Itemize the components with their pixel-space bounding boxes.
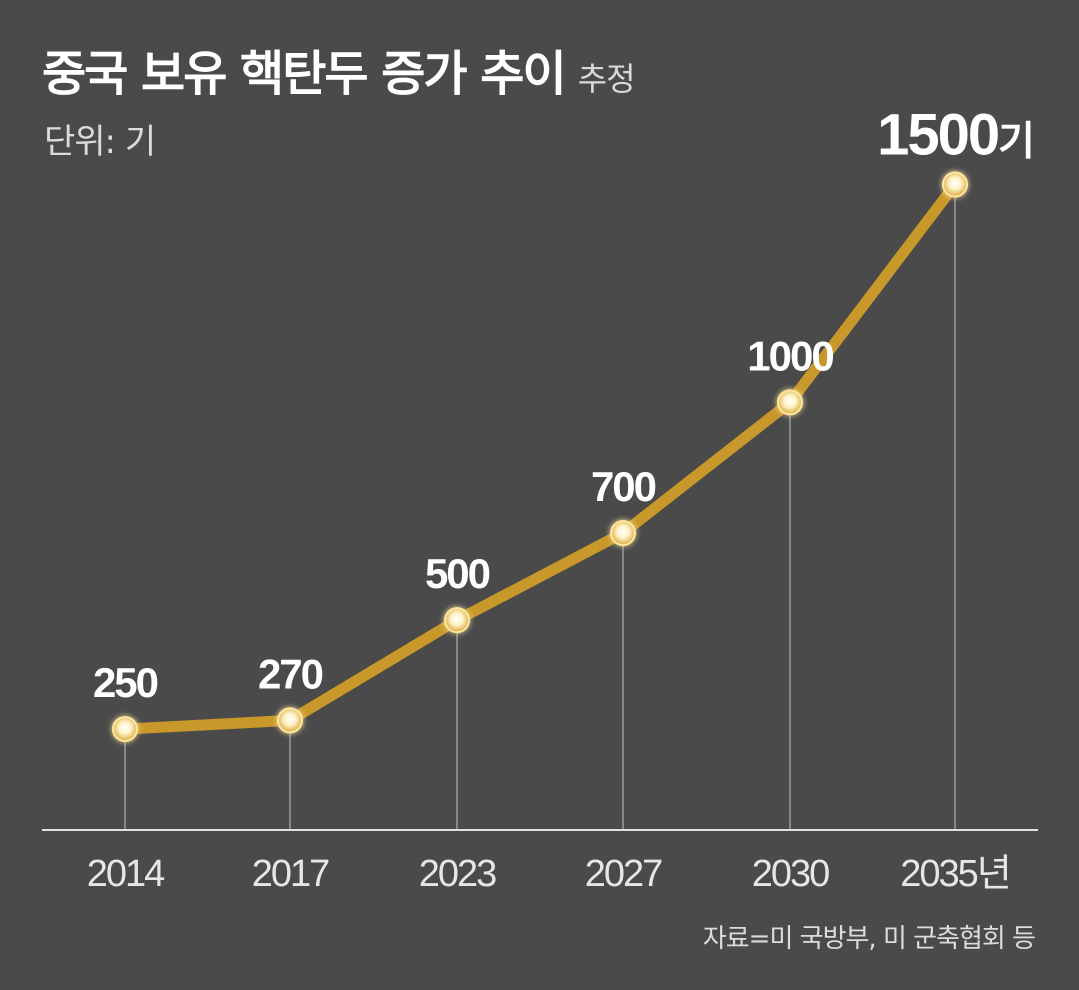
chart-title-row: 중국 보유 핵탄두 증가 추이 추정 bbox=[42, 34, 636, 104]
x-tick-label-2030: 2030 bbox=[752, 853, 829, 895]
x-tick-label-2035: 2035년 bbox=[900, 853, 1010, 895]
x-tick-label-2027: 2027 bbox=[585, 853, 662, 895]
data-point-2035 bbox=[942, 171, 968, 198]
guide-lines bbox=[124, 184, 956, 830]
data-point-2023 bbox=[444, 607, 470, 634]
series-line bbox=[119, 179, 961, 735]
data-point-2030 bbox=[777, 389, 803, 416]
data-labels-group: 250 270 500 700 1000 1500기 bbox=[93, 103, 1035, 707]
data-label-2017: 270 bbox=[258, 650, 323, 697]
unit-label: 단위: 기 bbox=[44, 122, 156, 162]
source-note: 자료=미 국방부, 미 군축협회 등 bbox=[702, 924, 1036, 954]
x-tick-label-2014: 2014 bbox=[87, 853, 165, 895]
data-label-2035: 1500기 bbox=[877, 103, 1033, 168]
data-label-2030: 1000 bbox=[747, 332, 833, 379]
chart-title: 중국 보유 핵탄두 증가 추이 bbox=[42, 46, 567, 102]
data-point-2014 bbox=[112, 716, 138, 743]
data-label-unit-suffix: 기 bbox=[998, 120, 1033, 164]
data-label-2014: 250 bbox=[93, 659, 158, 706]
data-label-2023: 500 bbox=[425, 550, 490, 597]
data-point-2017 bbox=[277, 707, 303, 734]
x-tick-label-2023: 2023 bbox=[419, 853, 496, 895]
data-label-2027: 700 bbox=[591, 463, 656, 510]
markers-group bbox=[112, 171, 968, 743]
x-tick-labels-group: 2014 2017 2023 2027 2030 2035년 bbox=[87, 853, 1012, 895]
series-line-group bbox=[119, 179, 961, 735]
chart-subtitle: 추정 bbox=[577, 60, 636, 98]
data-point-2027 bbox=[610, 520, 636, 547]
x-tick-label-2017: 2017 bbox=[252, 853, 329, 895]
